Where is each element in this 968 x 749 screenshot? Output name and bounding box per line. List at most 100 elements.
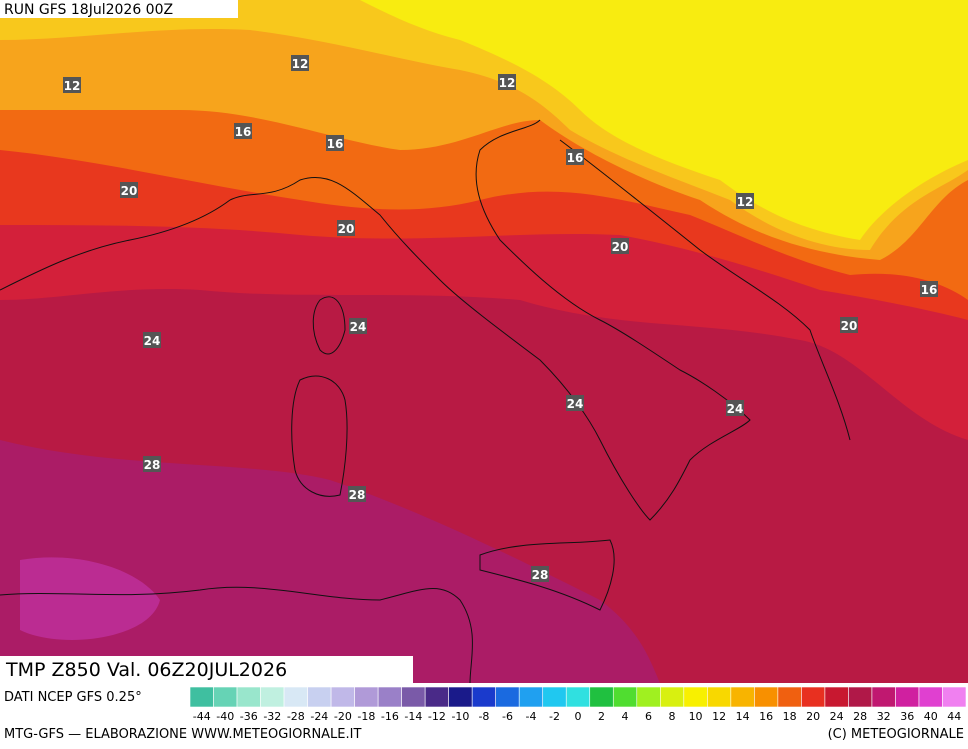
colorbar-swatch (918, 686, 943, 708)
colorbar-swatch (730, 686, 755, 708)
colorbar-swatch (377, 686, 402, 708)
colorbar-tick-label: 36 (900, 710, 914, 723)
colorbar-swatch (777, 686, 802, 708)
colorbar-tick-label: 18 (783, 710, 797, 723)
colorbar-swatch (518, 686, 544, 708)
colorbar-tick-label: 40 (924, 710, 938, 723)
colorbar-swatch (448, 686, 473, 708)
colorbar-tick-label: -10 (451, 710, 469, 723)
colorbar-tick-label: 2 (598, 710, 605, 723)
colorbar-tick-label: 16 (759, 710, 773, 723)
colorbar-tick-label: 44 (947, 710, 961, 723)
contour-label: 20 (841, 319, 858, 333)
contour-label: 16 (235, 125, 252, 139)
colorbar-tick-label: 0 (575, 710, 582, 723)
title-box (0, 656, 413, 683)
contour-label-box (348, 486, 366, 502)
contour-label: 12 (64, 79, 81, 93)
coastlines (0, 119, 851, 684)
contour-label: 20 (612, 240, 629, 254)
contour-label-box (611, 238, 629, 254)
colorbar-swatch (213, 686, 238, 708)
temperature-field (0, 0, 968, 683)
colorbar-tick-label: -2 (549, 710, 560, 723)
colorbar-tick-label: 32 (877, 710, 891, 723)
coastline (229, 119, 751, 521)
contour-label-box (920, 281, 938, 297)
footer-right: (C) METEOGIORNALE (828, 727, 964, 742)
colorbar-swatch (307, 686, 332, 708)
colorbar-tick-label: -12 (428, 710, 446, 723)
contour-label: 28 (532, 568, 549, 582)
colorbar-swatch (589, 686, 614, 708)
colorbar-swatch (283, 686, 308, 708)
colorbar-swatch (754, 686, 779, 708)
contour-label: 12 (499, 76, 516, 90)
colorbar-swatch (236, 686, 261, 708)
contour-label-box (349, 318, 367, 334)
colorbar-tick-label: -24 (310, 710, 328, 723)
colorbar-swatch (424, 686, 449, 708)
colorbar-tick-label: -44 (193, 710, 211, 723)
zone-magenta (0, 440, 660, 683)
contour-label: 20 (338, 222, 355, 236)
contour-label-box (143, 332, 161, 348)
colorbar-swatch (189, 686, 214, 708)
colorbar-tick-label: -18 (357, 710, 375, 723)
colorbar-tick-label: 8 (669, 710, 676, 723)
colorbar-tick-label: 6 (645, 710, 652, 723)
contour-label: 12 (292, 57, 309, 71)
contour-label-box (63, 77, 81, 93)
colorbar-swatch (612, 686, 638, 708)
contour-label: 16 (327, 137, 344, 151)
colorbar-swatch (942, 686, 967, 708)
contour-label-box (566, 395, 584, 411)
sardinia (291, 375, 348, 497)
colorbar-tick-label: -36 (240, 710, 258, 723)
run-label: RUN GFS 18Jul2026 00Z (4, 2, 173, 18)
contour-label-box (337, 220, 355, 236)
contour-label-box (326, 135, 344, 151)
colorbar-tick-label: 24 (830, 710, 844, 723)
colorbar-tick-label: -32 (263, 710, 281, 723)
contour-label-box (498, 74, 516, 90)
contour-label-box (120, 182, 138, 198)
contour-labels: 12 12 12 16 16 16 12 20 20 20 16 20 24 24 24 24 28 28 28 (63, 55, 938, 582)
colorbar-swatch (565, 686, 591, 708)
zone-yellow (360, 0, 968, 240)
contour-label-box (726, 400, 744, 416)
colorbar-tick-label: 14 (736, 710, 750, 723)
colorbar-swatch (848, 686, 873, 708)
colorbar-tick-label: 20 (806, 710, 820, 723)
colorbar-tick-label: 12 (712, 710, 726, 723)
contour-label-box (531, 566, 549, 582)
colorbar-swatch (707, 686, 732, 708)
run-label-box (0, 0, 238, 18)
contour-label: 16 (921, 283, 938, 297)
colorbar-swatch (683, 686, 708, 708)
colorbar-swatch (636, 686, 661, 708)
contour-label-box (736, 193, 754, 209)
colorbar-swatch (495, 686, 520, 708)
colorbar-swatch (471, 686, 496, 708)
contour-label-box (291, 55, 309, 71)
colorbar-swatch (801, 686, 826, 708)
contour-label: 12 (737, 195, 754, 209)
colorbar-tick-label: 4 (622, 710, 629, 723)
colorbar-tick-label: 28 (853, 710, 867, 723)
contour-label-box (143, 456, 161, 472)
sicily (479, 539, 615, 611)
colorbar-tick-label: 10 (689, 710, 703, 723)
contour-label: 24 (567, 397, 584, 411)
colorbar-swatch (401, 686, 426, 708)
colorbar-swatch (330, 686, 355, 708)
colorbar-swatch (660, 686, 685, 708)
colorbar-tick-label: -6 (502, 710, 513, 723)
france-coast (0, 199, 231, 291)
colorbar-swatch (354, 686, 379, 708)
colorbar-swatch (260, 686, 285, 708)
contour-label: 28 (349, 488, 366, 502)
colorbar: -44 -40 -36 -32 -28 -24 -20 -18 -16 -14 -12 -10 -8 -6… (189, 686, 967, 723)
colorbar-swatch (871, 686, 896, 708)
